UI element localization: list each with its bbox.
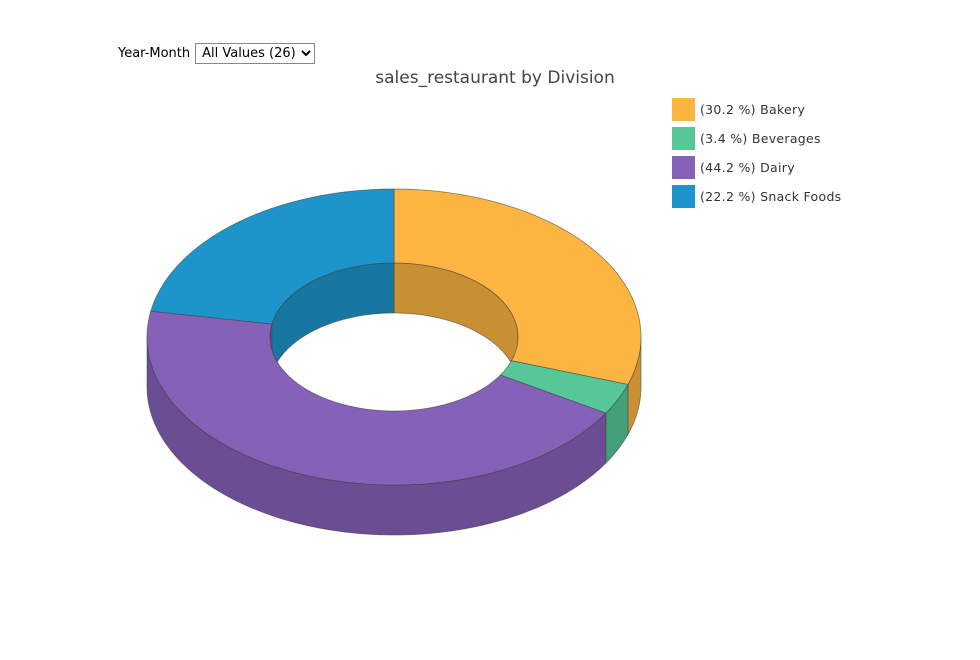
- slice-snack-foods[interactable]: [150, 188, 395, 325]
- legend-swatch: [672, 185, 695, 208]
- legend-item-snack-foods[interactable]: (22.2 %) Snack Foods: [672, 182, 842, 211]
- legend-swatch: [672, 156, 695, 179]
- year-month-select[interactable]: All Values (26): [195, 43, 316, 64]
- filter-label: Year-Month: [118, 46, 191, 61]
- legend: (30.2 %) Bakery (3.4 %) Beverages (44.2 …: [672, 95, 842, 211]
- legend-swatch: [672, 127, 695, 150]
- legend-item-bakery[interactable]: (30.2 %) Bakery: [672, 95, 842, 124]
- legend-item-dairy[interactable]: (44.2 %) Dairy: [672, 153, 842, 182]
- legend-item-beverages[interactable]: (3.4 %) Beverages: [672, 124, 842, 153]
- chart-title: sales_restaurant by Division: [375, 68, 615, 88]
- year-month-filter: Year-Month All Values (26): [118, 43, 316, 64]
- legend-swatch: [672, 98, 695, 121]
